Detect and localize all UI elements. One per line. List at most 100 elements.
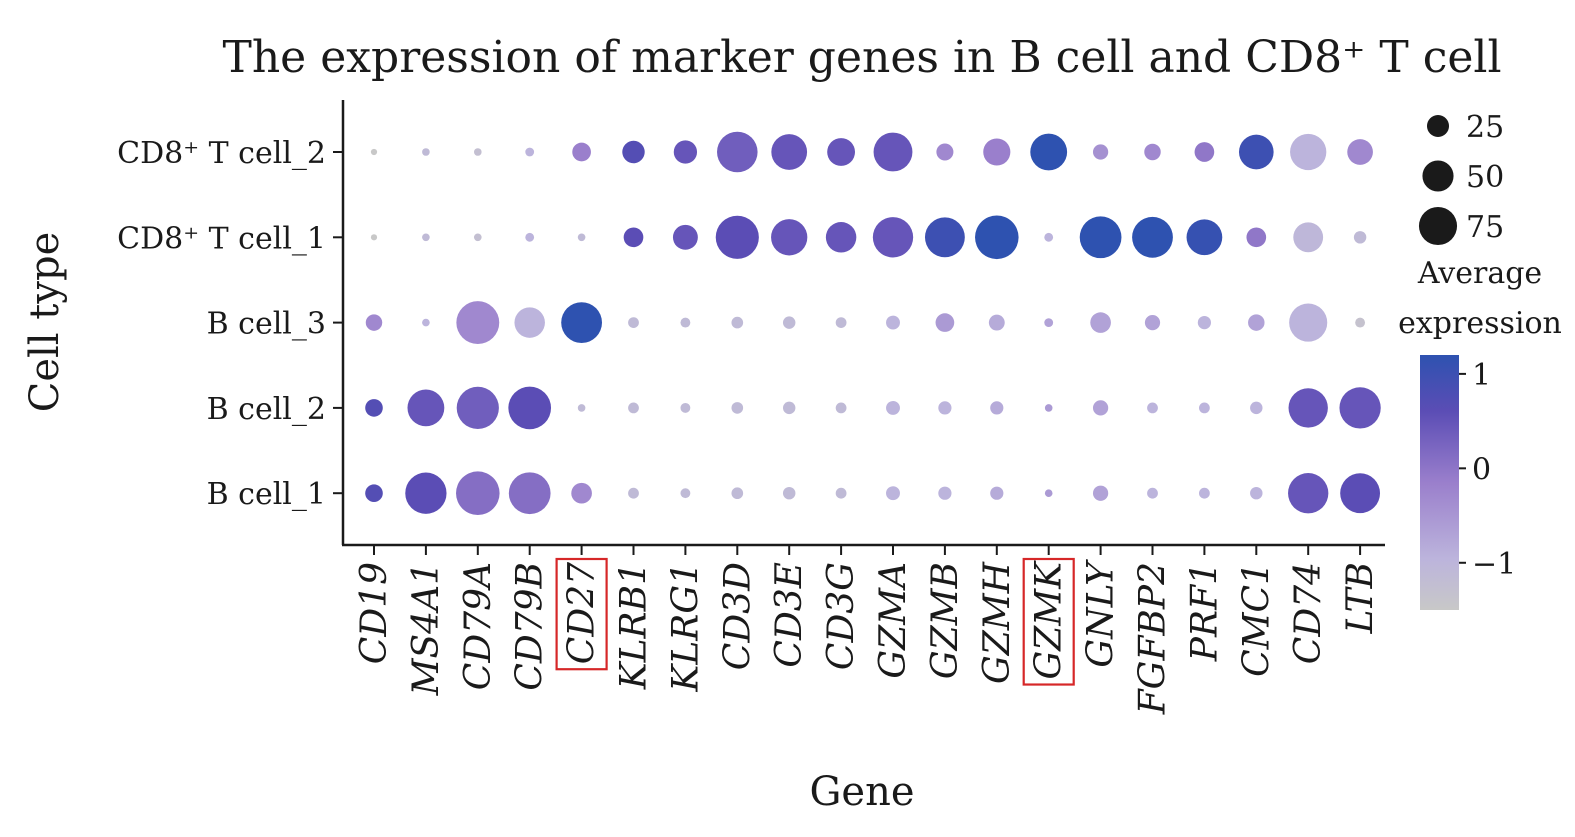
highlight-box-cd27 [555,557,608,671]
dot-gzmb-row4 [938,401,952,415]
x-tick-label-cd79a: CD79A [458,562,499,690]
x-tick-label-cd3e: CD3E [769,562,810,668]
dot-gnly-row5 [1092,485,1109,501]
y-tick-label: B cell_2 [207,392,326,427]
dot-gnly-row2 [1079,216,1122,259]
dot-prf1-row4 [1199,402,1210,414]
x-tick-label-cmc1: CMC1 [1236,562,1277,677]
y-axis-title: Cell type [22,232,68,413]
dot-prf1-row3 [1197,316,1211,330]
y-tick-label: B cell_1 [207,477,326,512]
x-tick-label-cd19: CD19 [354,562,395,664]
dot-gzmb-row1 [936,143,954,161]
dot-gzmk-row2 [1044,232,1054,242]
dot-gzmk-row3 [1044,318,1054,327]
dot-cd27-row3 [561,302,602,343]
dot-gnly-row3 [1090,312,1111,333]
dot-cd79a-row3 [456,301,500,345]
size-legend-dot [1427,115,1449,137]
dot-klrb1-row5 [628,487,639,499]
size-legend-label: 50 [1466,160,1504,195]
color-legend-title-line2: expression [1398,306,1562,341]
dot-cd3e-row1 [771,134,808,170]
dot-gzmb-row2 [924,217,965,258]
dot-cd27-row4 [577,404,586,412]
x-tick-label-prf1: PRF1 [1184,562,1225,662]
dot-cmc1-row5 [1250,486,1263,500]
x-axis-title: Gene [809,769,914,815]
dot-cd79b-row2 [525,232,535,242]
color-bar [1420,355,1459,610]
size-legend-dot [1422,160,1454,192]
color-bar-tick-label: 0 [1472,452,1491,487]
dot-cd3e-row3 [782,316,796,329]
x-tick-label-gzma: GZMA [873,562,914,679]
x-tick-label-klrb1: KLRB1 [614,562,655,690]
dot-ltb-row2 [1353,231,1367,244]
dot-cd3e-row2 [771,219,808,256]
color-legend-title-line1: Average [1417,256,1542,291]
dot-cd79a-row1 [473,148,482,156]
x-tick-label-gzmk: GZMK [1029,560,1070,680]
x-tick-label-ms4a1: MS4A1 [406,562,447,696]
dot-fgfbp2-row5 [1147,487,1158,499]
dot-cd19-row1 [370,148,378,156]
dot-gzmk-row5 [1044,489,1053,498]
dots-layer [365,131,1381,515]
dot-cd79b-row4 [508,386,552,430]
dot-cd3g-row5 [835,487,847,499]
dot-ltb-row3 [1355,317,1366,328]
x-tick-label-ltb: LTB [1340,562,1381,634]
x-tick-label-cd27: CD27 [562,562,603,664]
dot-klrb1-row4 [628,402,639,414]
dot-cd74-row3 [1289,303,1328,342]
color-legend: Average expression 1 0 −1 [1398,256,1562,610]
dot-cmc1-row2 [1246,227,1267,248]
highlight-box-gzmk [1022,557,1075,686]
size-legend: 25 50 75 [1418,110,1504,246]
plot-area: CD8⁺ T cell_2 CD8⁺ T cell_1 B cell_3 B cell… [117,100,1385,715]
dot-cmc1-row1 [1238,134,1274,170]
dot-cd27-row1 [572,142,591,162]
x-tick-label-klrg1: KLRG1 [665,562,706,693]
y-ticks: CD8⁺ T cell_2 CD8⁺ T cell_1 B cell_3 B cell… [117,136,343,512]
dot-cd3d-row3 [731,316,744,329]
dot-klrb1-row3 [628,317,639,328]
dot-cd3e-row4 [782,401,796,415]
x-tick-label-cd3d: CD3D [717,562,758,670]
dot-ltb-row1 [1347,139,1373,165]
dot-fgfbp2-row1 [1144,143,1161,161]
dot-gzmh-row2 [975,215,1019,260]
dot-cd19-row2 [370,234,378,241]
dot-cd3d-row2 [715,215,759,259]
dot-cd3g-row3 [835,317,847,328]
y-tick-label: CD8⁺ T cell_1 [117,221,326,256]
dot-cd27-row2 [577,233,586,242]
dot-cd74-row2 [1293,222,1324,253]
y-tick-label: B cell_3 [207,307,326,342]
dot-gzmh-row5 [990,486,1004,500]
dot-gzma-row3 [886,315,900,330]
dot-cd3d-row4 [731,402,744,414]
dot-cd79b-row1 [525,147,535,157]
dot-gzmk-row4 [1044,404,1053,412]
dot-gzmh-row3 [988,314,1005,331]
dot-gzma-row5 [886,486,900,501]
dot-klrg1-row5 [680,488,691,499]
dot-ms4a1-row2 [422,233,430,242]
dot-klrg1-row3 [680,317,691,328]
dot-gzmh-row4 [990,401,1004,415]
x-tick-label-fgfbp2: FGFBP2 [1133,562,1174,715]
dot-gzmh-row1 [983,138,1011,166]
dot-cd79a-row5 [456,471,500,515]
x-tick-label-gnly: GNLY [1081,559,1122,668]
dot-cd27-row5 [571,482,592,504]
dot-ms4a1-row1 [422,148,430,156]
color-bar-tick-label: 1 [1472,358,1491,393]
size-legend-label: 75 [1466,210,1504,245]
dot-gzmb-row3 [935,313,955,332]
dot-cd79a-row2 [473,233,482,242]
dot-ltb-row4 [1339,387,1381,429]
dot-cd19-row5 [365,484,383,503]
